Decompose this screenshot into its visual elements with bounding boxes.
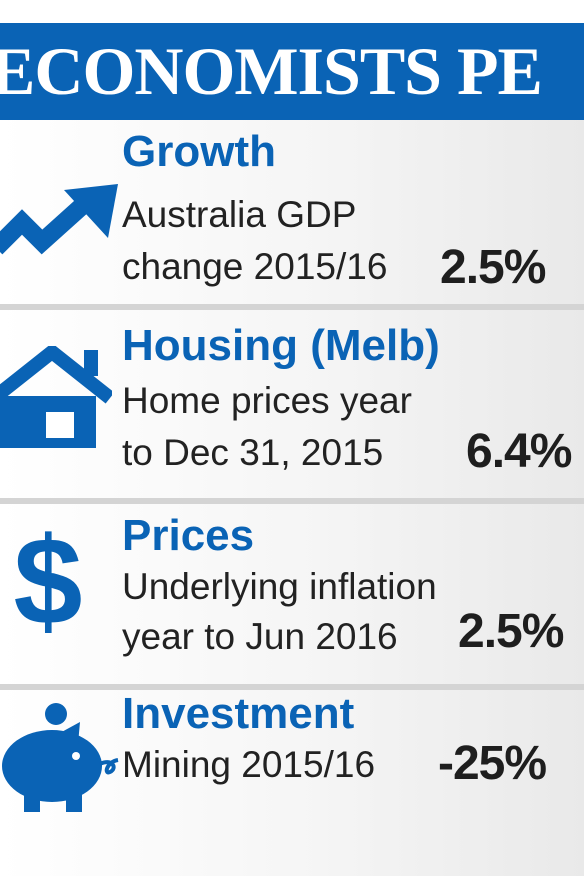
stat-row-growth: Growth Australia GDP change 2015/16 2.5% xyxy=(0,120,584,304)
stat-title: Prices xyxy=(122,511,255,560)
row-divider xyxy=(0,498,584,504)
stat-value: 2.5% xyxy=(458,605,564,658)
stat-description-line-2: to Dec 31, 2015 xyxy=(122,432,384,473)
stat-description-line-1: Underlying inflation xyxy=(122,566,437,607)
stat-value: 6.4% xyxy=(466,425,572,478)
stat-row-investment: Investment Mining 2015/16 -25% xyxy=(0,690,584,876)
stat-title: Housing (Melb) xyxy=(122,321,440,370)
stat-description-line-1: Australia GDP xyxy=(122,194,357,235)
trend-up-arrow-icon xyxy=(0,182,118,282)
stat-title: Growth xyxy=(122,127,276,176)
svg-text:$: $ xyxy=(14,513,83,642)
stat-title: Investment xyxy=(122,690,355,738)
stat-description-line-2: change 2015/16 xyxy=(122,246,388,287)
house-icon xyxy=(0,346,112,456)
row-divider xyxy=(0,684,584,690)
stat-description-line-1: Home prices year xyxy=(122,380,412,421)
headline-banner: ECONOMISTS PE xyxy=(0,23,584,120)
stat-value: -25% xyxy=(438,737,547,790)
stat-row-housing: Housing (Melb) Home prices year to Dec 3… xyxy=(0,310,584,498)
row-divider xyxy=(0,304,584,310)
dollar-sign-icon: $ xyxy=(8,512,88,642)
top-margin xyxy=(0,0,584,23)
stat-description-line-2: year to Jun 2016 xyxy=(122,616,398,657)
stat-description-line-1: Mining 2015/16 xyxy=(122,744,376,785)
piggy-bank-icon xyxy=(0,702,124,822)
stat-row-prices: $ Prices Underlying inflation year to Ju… xyxy=(0,504,584,684)
headline-title: ECONOMISTS PE xyxy=(0,33,543,109)
stat-value: 2.5% xyxy=(440,241,546,294)
